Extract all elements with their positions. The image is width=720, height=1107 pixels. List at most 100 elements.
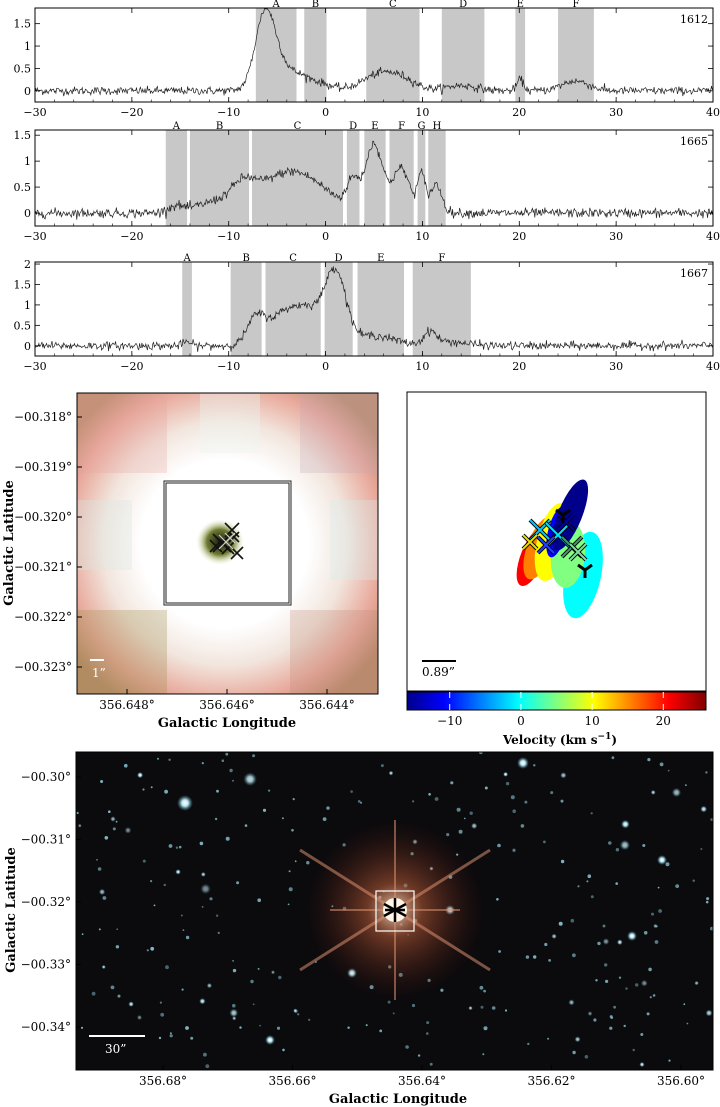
y-tick-label: 1 bbox=[24, 40, 31, 53]
spectrum-frame bbox=[34, 261, 714, 357]
x-tick-label: −10 bbox=[217, 106, 240, 119]
region-label: B bbox=[216, 121, 223, 132]
region-C bbox=[366, 8, 420, 102]
region-F bbox=[558, 8, 594, 102]
region-label: A bbox=[182, 253, 191, 264]
x-tick-label: 0 bbox=[322, 106, 329, 119]
region-D bbox=[324, 262, 353, 356]
maser-markers bbox=[209, 522, 244, 560]
x-tick-label: 356.68° bbox=[139, 1074, 187, 1088]
region-E bbox=[515, 8, 526, 102]
region-F bbox=[412, 262, 471, 356]
spectrum-frame bbox=[34, 129, 714, 227]
colorbar-tick-label: 0 bbox=[517, 714, 525, 728]
colorbar-label: Velocity (km s−1) bbox=[502, 732, 617, 747]
x-tick-label: −30 bbox=[23, 230, 46, 243]
x-tick-label: −20 bbox=[120, 106, 143, 119]
y-tick-label: 0 bbox=[24, 207, 31, 220]
y-axis-ticks: −00.318° −00.319° −00.320° −00.321° −00.322°… bbox=[14, 410, 82, 674]
region-label: F bbox=[398, 121, 405, 132]
x-axis-ticks: 356.648° 356.646° 356.644° bbox=[99, 689, 355, 712]
y-axis-label: Galactic Latitude bbox=[4, 847, 19, 973]
y-tick-label: 0.5 bbox=[14, 181, 32, 194]
colorbar-tick-label: 20 bbox=[656, 714, 671, 728]
region-A bbox=[165, 130, 188, 226]
bright-star bbox=[657, 855, 667, 865]
spectrum-panel-1667: A B C D E F −30 −20 −10 0 10 20 30 40 0 0.5 1 1.5 2 1667 bbox=[14, 253, 720, 373]
x-tick-label: −30 bbox=[23, 360, 46, 373]
region-B bbox=[230, 262, 262, 356]
region-D bbox=[346, 130, 360, 226]
region-label: D bbox=[459, 0, 467, 10]
x-tick-label: 30 bbox=[609, 360, 623, 373]
x-tick-label: 30 bbox=[609, 230, 623, 243]
y-tick-label: −00.30° bbox=[21, 770, 71, 784]
region-G bbox=[417, 130, 426, 226]
colorbar bbox=[406, 691, 707, 711]
x-tick-label: 10 bbox=[415, 360, 429, 373]
x-tick-label: 356.644° bbox=[299, 698, 355, 712]
region-label: F bbox=[572, 0, 579, 10]
velocity-markers bbox=[521, 508, 593, 578]
scalebar-label: 0.89” bbox=[422, 665, 455, 679]
diffraction-spikes bbox=[77, 393, 378, 694]
region-label: E bbox=[371, 121, 378, 132]
region-label: F bbox=[438, 253, 445, 264]
colorbar-ticks: −10 0 10 20 bbox=[437, 692, 671, 728]
region-B bbox=[189, 130, 250, 226]
velocity-map-frame bbox=[406, 391, 707, 692]
region-label: G bbox=[417, 121, 425, 132]
region-C bbox=[265, 262, 321, 356]
spectrum-label: 1665 bbox=[680, 135, 708, 148]
y-tick-label: 0.5 bbox=[14, 319, 32, 332]
spectrum-frame bbox=[34, 7, 714, 103]
wide-field-image-panel: 30” −00.30°−00.31°−00.32°−00.33°−00.34° … bbox=[4, 751, 714, 1107]
y-tick-label: −00.323° bbox=[14, 660, 72, 674]
spectrum-label: 1612 bbox=[680, 13, 708, 26]
region-A bbox=[255, 8, 297, 102]
region-label: B bbox=[242, 253, 249, 264]
x-tick-label: 40 bbox=[706, 360, 720, 373]
y-tick-label: 2 bbox=[24, 258, 31, 271]
x-tick-label: 20 bbox=[512, 106, 526, 119]
y-tick-label: 0 bbox=[24, 85, 31, 98]
region-label: E bbox=[377, 253, 384, 264]
region-label: A bbox=[272, 0, 281, 10]
zoom-image-panel: 1” −00.318°−00.319°−00.320°−00.321°−00.3… bbox=[2, 392, 379, 731]
scalebar-label: 30” bbox=[105, 1042, 126, 1056]
bright-star bbox=[177, 795, 193, 811]
x-tick-label: 10 bbox=[415, 230, 429, 243]
x-tick-label: 30 bbox=[609, 106, 623, 119]
region-label: A bbox=[172, 121, 181, 132]
region-label: C bbox=[294, 121, 302, 132]
x-tick-label: 356.648° bbox=[99, 698, 155, 712]
source-asterisk bbox=[383, 898, 407, 922]
x-tick-label: 20 bbox=[512, 360, 526, 373]
x-tick-label: −10 bbox=[217, 230, 240, 243]
region-label: D bbox=[335, 253, 343, 264]
x-tick-label: 356.62° bbox=[528, 1074, 576, 1088]
y-tick-label: −00.318° bbox=[14, 410, 72, 424]
x-tick-label: 356.64° bbox=[398, 1074, 446, 1088]
velocity-map-panel: 0.89” −10 0 10 20 Velocity (km s−1) bbox=[406, 391, 707, 747]
region-label: D bbox=[349, 121, 357, 132]
x-tick-label: 40 bbox=[706, 106, 720, 119]
y-axis-label: Galactic Latitude bbox=[2, 480, 17, 606]
spectrum-line bbox=[34, 266, 714, 352]
scalebar-label: 1” bbox=[92, 666, 106, 680]
x-tick-label: 356.646° bbox=[199, 698, 255, 712]
region-B bbox=[304, 8, 327, 102]
zoom-box bbox=[375, 890, 415, 932]
x-tick-label: 10 bbox=[415, 106, 429, 119]
zoom-box bbox=[163, 480, 292, 606]
region-label: B bbox=[312, 0, 319, 10]
x-tick-label: −20 bbox=[120, 230, 143, 243]
region-label: E bbox=[517, 0, 524, 10]
x-tick-label: 40 bbox=[706, 230, 720, 243]
colorbar-tick-label: −10 bbox=[437, 714, 462, 728]
region-F bbox=[389, 130, 414, 226]
y-tick-label: −00.32° bbox=[21, 895, 71, 909]
spectrum-panel-1612: A B C D E F −30 −20 −10 0 10 20 30 40 0 0.5 1 1.5 1612 bbox=[14, 0, 720, 119]
